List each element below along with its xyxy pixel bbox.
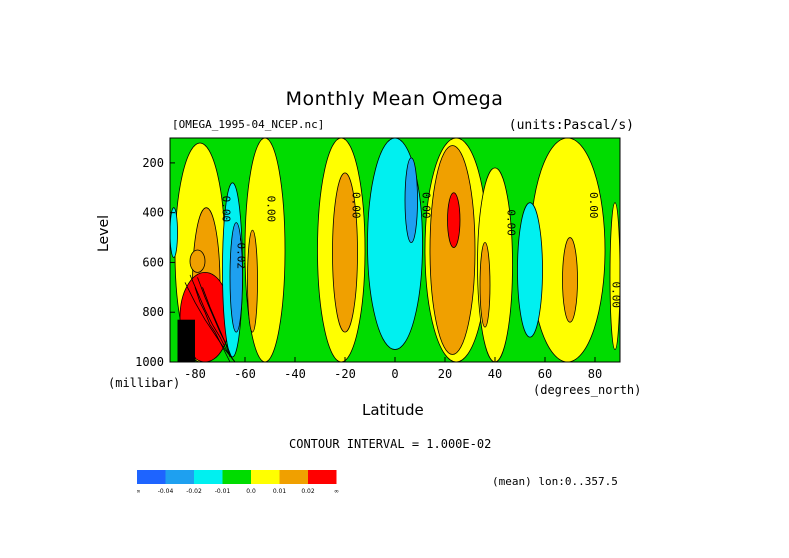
contour-region-22 (170, 207, 178, 258)
contour-label-7: 0.00 (610, 282, 623, 309)
contour-label-4: 0.00 (420, 192, 433, 219)
contour-region-8 (332, 172, 358, 333)
y-tick-label: 800 (142, 305, 164, 319)
colorbar-label-4: 0.0 (246, 488, 256, 495)
colorbar-label-3: -0.01 (215, 488, 231, 495)
x-tick-label: 20 (438, 367, 452, 381)
y-axis-title: Level (96, 215, 112, 252)
contour-labels: 0.00 0.00-0.020.00 0.000.000.000.00 (220, 192, 623, 308)
x-tick-label: 80 (588, 367, 602, 381)
contour-interval-label: CONTOUR INTERVAL = 1.000E-02 (289, 437, 492, 451)
contour-line-0 (194, 287, 231, 362)
contour-region-15 (447, 192, 461, 248)
colorbar-label-6: 0.02 (301, 488, 315, 495)
units-label: (units:Pascal/s) (508, 118, 634, 133)
contour-region-13 (562, 237, 578, 323)
colorbar-swatch-3 (222, 470, 251, 484)
y-tick-label: 600 (142, 255, 164, 269)
colorbar-label-0: -∞ (137, 488, 141, 495)
contour-fills (170, 138, 620, 362)
x-tick-label: -20 (334, 367, 356, 381)
contour-label-6: 0.00 (587, 192, 600, 219)
colorbar-label-1: -0.04 (158, 488, 174, 495)
x-axis-title: Latitude (362, 401, 424, 419)
contour-region-20 (404, 157, 418, 243)
x-tick-label: -60 (234, 367, 256, 381)
contour-region-9 (247, 229, 258, 333)
y-tick-label: 1000 (135, 355, 164, 369)
contour-region-21 (229, 222, 243, 333)
colorbar: -∞ -0.04 -0.02 -0.01 0.0 0.01 0.02 ∞ (137, 470, 339, 495)
contour-line-1 (189, 274, 236, 362)
colorbar-swatch-0 (137, 470, 166, 484)
contour-line-4 (202, 287, 231, 358)
x-tick-label: -40 (284, 367, 306, 381)
colorbar-swatch-4 (251, 470, 280, 484)
contour-label-5: 0.00 (505, 209, 518, 236)
contour-region-12 (479, 242, 491, 328)
colorbar-swatch-2 (194, 470, 223, 484)
contour-region-7 (609, 202, 620, 350)
x-tick-label: -80 (184, 367, 206, 381)
contour-line-3 (197, 277, 233, 360)
colorbar-swatch-1 (165, 470, 194, 484)
contour-region-23 (177, 319, 195, 362)
contour-label-0: 0.00 (220, 196, 233, 223)
colorbar-label-7: ∞ (334, 488, 339, 495)
contour-lines (184, 274, 236, 362)
file-label: [OMEGA_1995-04_NCEP.nc] (172, 118, 325, 131)
colorbar-swatch-6 (308, 470, 337, 484)
contour-label-3: 0.00 (350, 192, 363, 219)
contour-line-2 (184, 282, 236, 362)
chart-title: Monthly Mean Omega (285, 88, 504, 110)
axis-ticks: -80 -60 -40 -20 0 20 40 60 80 200 400 600 800 1000 (135, 156, 602, 381)
y-axis-unit: (millibar) (108, 376, 181, 390)
y-tick-label: 200 (142, 156, 164, 170)
colorbar-label-5: 0.01 (273, 488, 287, 495)
contour-region-19 (517, 202, 543, 338)
colorbar-swatch-5 (279, 470, 308, 484)
y-tick-label: 400 (142, 206, 164, 220)
x-tick-label: 40 (488, 367, 502, 381)
x-tick-label: 60 (538, 367, 552, 381)
contour-region-10 (429, 145, 476, 355)
x-axis-unit: (degrees_north) (533, 383, 642, 397)
contour-label-2: -0.02 (235, 236, 248, 269)
colorbar-label-2: -0.02 (186, 488, 202, 495)
contour-label-1: 0.00 (265, 196, 278, 223)
x-tick-label: 0 (391, 367, 398, 381)
mean-label: (mean) lon:0..357.5 (492, 475, 618, 488)
contour-region-14 (189, 249, 206, 273)
